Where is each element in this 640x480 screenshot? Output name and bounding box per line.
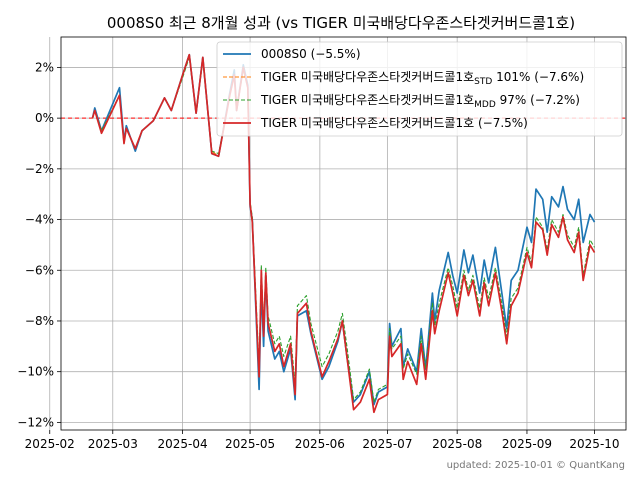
legend-label-suffix: 97% (−7.2%)	[496, 93, 580, 107]
legend-label-1: 0008S0 (−5.5%)	[261, 47, 361, 61]
y-tick-label: −10%	[17, 365, 54, 379]
x-tick-label: 2025-06	[295, 437, 345, 451]
legend-label-3: TIGER 미국배당다우존스타겟커버드콜1호MDD 97% (−7.2%)	[260, 93, 580, 110]
legend-label-subscript: MDD	[474, 100, 496, 110]
footer-note: updated: 2025-10-01 © QuantKang	[447, 460, 625, 471]
legend-label-text: TIGER 미국배당다우존스타겟커버드콜1호 (−7.5%)	[260, 116, 528, 130]
series-lines	[91, 53, 596, 414]
y-tick-label: −6%	[25, 263, 54, 277]
legend-label-2: TIGER 미국배당다우존스타겟커버드콜1호STD 101% (−7.6%)	[260, 70, 584, 87]
y-tick-label: −12%	[17, 415, 54, 429]
legend-label-4: TIGER 미국배당다우존스타겟커버드콜1호 (−7.5%)	[260, 116, 528, 130]
x-tick-label: 2025-03	[88, 437, 138, 451]
legend-label-text: TIGER 미국배당다우존스타겟커버드콜1호	[260, 93, 474, 107]
y-tick-label: 0%	[35, 111, 54, 125]
y-tick-label: −4%	[25, 213, 54, 227]
legend-label-suffix: 101% (−7.6%)	[492, 70, 584, 84]
y-tick-label: −2%	[25, 162, 54, 176]
legend-box	[216, 41, 623, 137]
series-line-4	[91, 53, 596, 414]
legend-label-text: 0008S0 (−5.5%)	[261, 47, 361, 61]
x-tick-label: 2025-05	[225, 437, 275, 451]
series-line-3	[91, 56, 595, 403]
legend-label-text: TIGER 미국배당다우존스타겟커버드콜1호	[260, 70, 474, 84]
chart-title: 0008S0 최근 8개월 성과 (vs TIGER 미국배당다우존스타겟커버드…	[107, 14, 575, 32]
x-tick-label: 2025-04	[157, 437, 207, 451]
legend: 0008S0 (−5.5%) TIGER 미국배당다우존스타겟커버드콜1호STD …	[216, 41, 623, 137]
legend-label-subscript: STD	[474, 77, 492, 87]
x-tick-label: 2025-08	[432, 437, 482, 451]
y-tick-label: −8%	[25, 314, 54, 328]
y-tick-label: 2%	[35, 60, 54, 74]
plot-frame	[60, 36, 627, 431]
x-tick-label: 2025-10	[569, 437, 619, 451]
x-tick-label: 2025-02	[25, 437, 75, 451]
x-tick-label: 2025-07	[362, 437, 412, 451]
axes: 2025-02 2025-03 2025-04 2025-05 2025-06 2025-…	[17, 60, 619, 451]
x-tick-label: 2025-09	[502, 437, 552, 451]
